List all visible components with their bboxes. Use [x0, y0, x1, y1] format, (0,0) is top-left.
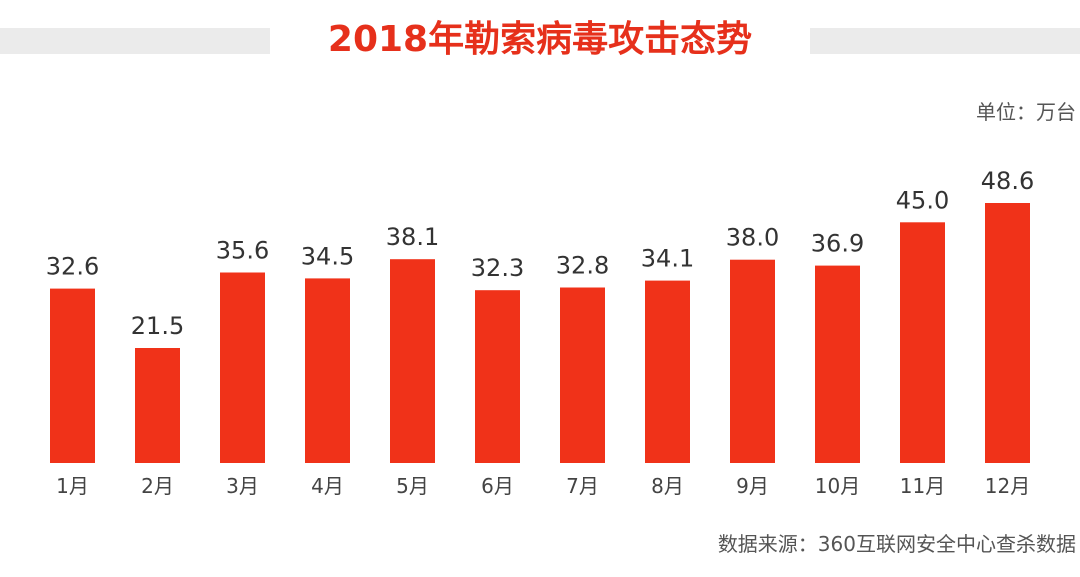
- x-tick-label-5: 5月: [396, 474, 429, 498]
- bar-value-label-10: 36.9: [811, 230, 864, 258]
- bar-value-label-2: 21.5: [131, 312, 184, 340]
- bar-5: [390, 259, 435, 463]
- bar-value-label-8: 34.1: [641, 245, 694, 273]
- x-tick-label-10: 10月: [815, 474, 860, 498]
- bar-12: [985, 203, 1030, 463]
- x-tick-label-6: 6月: [481, 474, 514, 498]
- x-tick-label-3: 3月: [226, 474, 259, 498]
- bar-value-label-4: 34.5: [301, 242, 354, 270]
- bar-2: [135, 348, 180, 463]
- bar-value-label-12: 48.6: [981, 167, 1034, 195]
- x-tick-label-8: 8月: [651, 474, 684, 498]
- bar-7: [560, 287, 605, 463]
- bar-6: [475, 290, 520, 463]
- bar-value-label-11: 45.0: [896, 186, 949, 214]
- title-decoration-left: [0, 28, 270, 54]
- x-tick-label-1: 1月: [56, 474, 89, 498]
- data-source-note: 数据来源：360互联网安全中心查杀数据: [717, 532, 1076, 556]
- bar-value-label-7: 32.8: [556, 252, 609, 280]
- bar-9: [730, 259, 775, 463]
- bar-value-label-6: 32.3: [471, 254, 524, 282]
- bar-value-label-3: 35.6: [216, 237, 269, 265]
- x-tick-label-9: 9月: [736, 474, 769, 498]
- chart-title: 2018年勒索病毒攻击态势: [327, 19, 753, 60]
- bar-4: [305, 278, 350, 463]
- x-tick-label-11: 11月: [900, 474, 945, 498]
- bar-value-label-9: 38.0: [726, 224, 779, 252]
- x-tick-label-7: 7月: [566, 474, 599, 498]
- x-tick-label-12: 12月: [985, 474, 1030, 498]
- bar-10: [815, 265, 860, 463]
- bar-11: [900, 222, 945, 463]
- x-tick-label-2: 2月: [141, 474, 174, 498]
- bar-value-label-5: 38.1: [386, 223, 439, 251]
- bar-8: [645, 280, 690, 463]
- x-tick-label-4: 4月: [311, 474, 344, 498]
- title-decoration-right: [810, 28, 1080, 54]
- bar-3: [220, 272, 265, 463]
- bar-1: [50, 288, 95, 463]
- bar-value-label-1: 32.6: [46, 253, 99, 281]
- unit-label: 单位：万台: [976, 100, 1076, 124]
